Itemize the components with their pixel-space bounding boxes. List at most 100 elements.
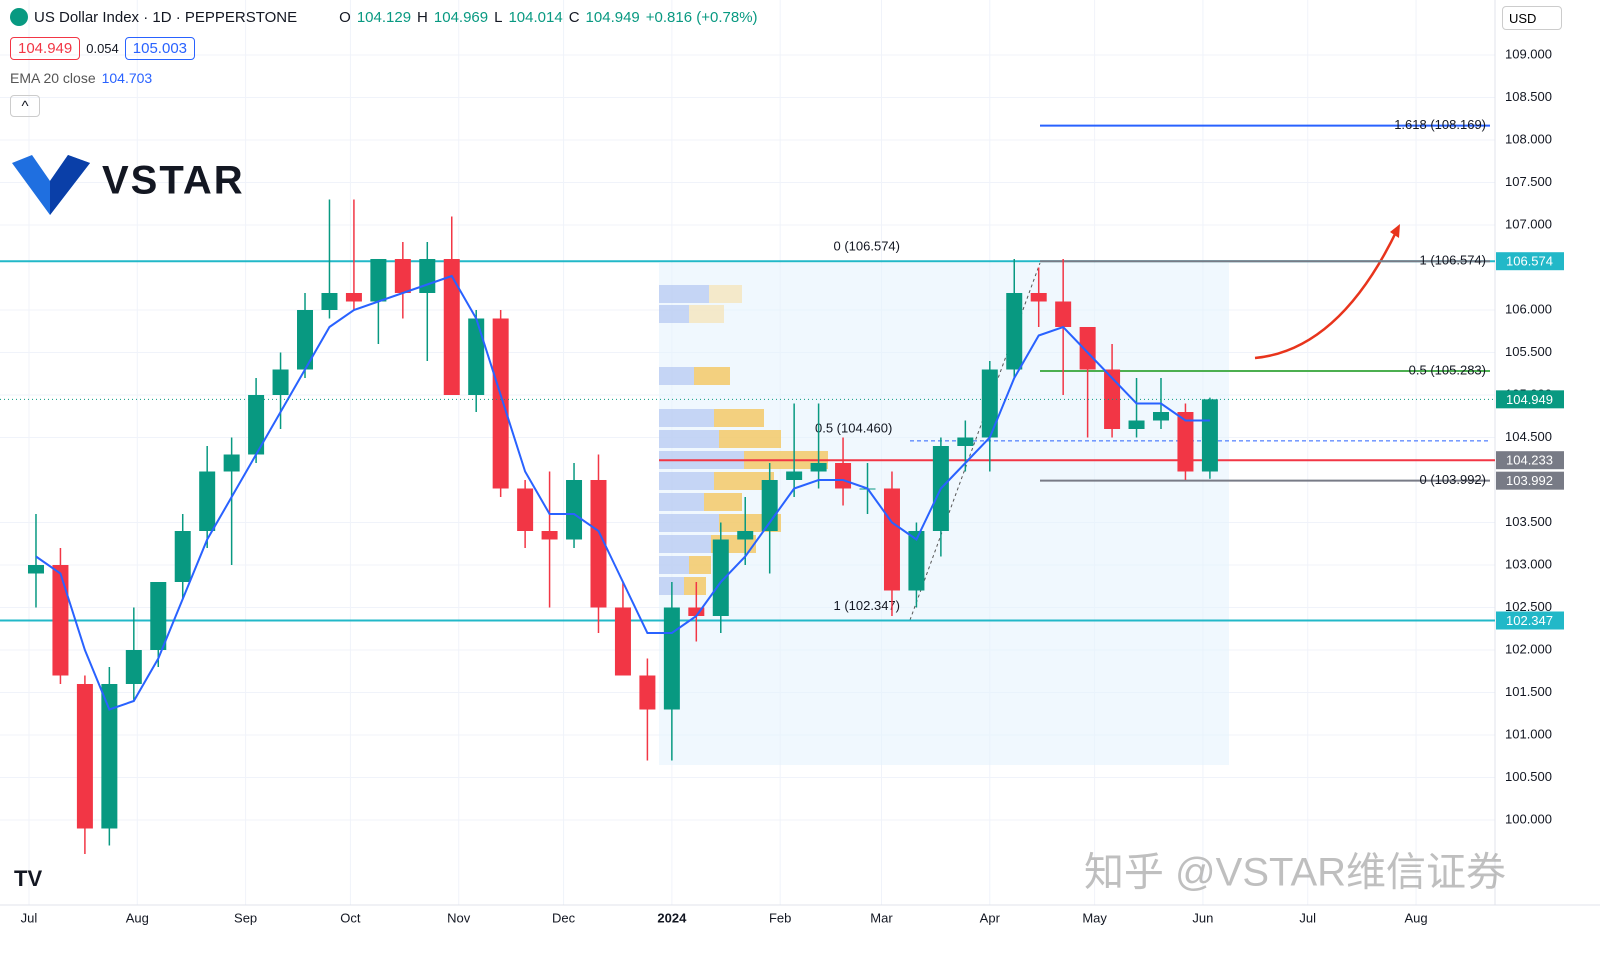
y-tick-label: 102.000 — [1505, 641, 1552, 656]
candle-body — [321, 292, 338, 310]
y-tick-label: 102.500 — [1505, 599, 1552, 614]
candle-body — [1128, 420, 1145, 429]
x-tick-label: Apr — [980, 910, 1001, 925]
price-tag — [1496, 611, 1564, 630]
logo-text: VSTAR — [102, 159, 245, 203]
high: 104.969 — [433, 8, 489, 26]
open: 104.129 — [356, 8, 412, 26]
fib-label: 1.618 (108.169) — [1394, 117, 1486, 132]
price-tag — [1496, 471, 1564, 490]
y-tick-label: 108.000 — [1505, 131, 1552, 146]
forecast-arrow — [1254, 227, 1400, 360]
watermark: 知乎 @VSTAR维信证券 — [1084, 851, 1506, 895]
y-tick-label: 108.500 — [1505, 89, 1552, 104]
y-tick-label: 101.500 — [1505, 684, 1552, 699]
y-tick-label: 104.500 — [1505, 429, 1552, 444]
ema-row: EMA 20 close 104.703 — [10, 70, 152, 86]
x-tick-label: Jun — [1192, 910, 1213, 925]
o-label: O — [339, 8, 351, 26]
candle-body — [590, 479, 607, 608]
y-tick-label: 100.000 — [1505, 811, 1552, 826]
candle-body — [810, 462, 827, 472]
price-tag-label: 106.574 — [1506, 254, 1553, 269]
candle-body — [517, 488, 534, 531]
candle-body — [150, 581, 167, 650]
candle-body — [76, 683, 93, 829]
bid[interactable]: 104.949 — [10, 37, 81, 60]
volume-profile — [659, 285, 828, 595]
price-tag-label: 102.347 — [1506, 613, 1553, 628]
candle-body — [614, 607, 631, 676]
spread: 0.054 — [86, 41, 119, 56]
c-label: C — [568, 8, 580, 26]
candle-body — [1006, 292, 1023, 370]
candle-body — [541, 530, 558, 540]
price-tag-label: 104.233 — [1506, 453, 1553, 468]
candle-body — [443, 258, 460, 395]
fib-label: 1 (106.574) — [1420, 253, 1487, 268]
h-label: H — [417, 8, 428, 26]
header: US Dollar Index · 1D · PEPPERSTONE O 104.… — [0, 0, 1490, 120]
candle-body — [370, 258, 387, 302]
candle-body — [297, 309, 314, 370]
candle-body — [199, 471, 216, 531]
y-tick-label: 103.000 — [1505, 556, 1552, 571]
y-tick-label: 103.500 — [1505, 514, 1552, 529]
x-tick-label: Jul — [21, 910, 38, 925]
candle-body — [1152, 411, 1169, 421]
collapse-button[interactable]: ^ — [10, 95, 40, 117]
x-tick-label: Mar — [870, 910, 893, 925]
tv-logo: TV — [14, 866, 42, 891]
candle-body — [248, 394, 265, 455]
candle-body — [1177, 411, 1194, 472]
currency-select[interactable]: USD — [1502, 6, 1562, 30]
x-tick-label: Feb — [769, 910, 791, 925]
y-tick-label: 107.000 — [1505, 216, 1552, 231]
y-tick-label: 107.500 — [1505, 174, 1552, 189]
low: 104.014 — [508, 8, 563, 26]
candle-body — [1030, 292, 1047, 302]
symbol-row: US Dollar Index · 1D · PEPPERSTONE O 104.… — [10, 8, 758, 26]
x-tick-label: 2024 — [657, 910, 687, 925]
candle-body — [663, 607, 680, 710]
candle-body — [688, 607, 705, 616]
candle-body — [908, 530, 925, 591]
fib-label: 0 (106.574) — [834, 239, 901, 254]
fib-label: 0.5 (105.283) — [1409, 362, 1486, 377]
candle-body — [737, 530, 754, 540]
quote-row: 104.949 0.054 105.003 — [10, 37, 196, 60]
candle-body — [52, 564, 69, 676]
y-tick-label: 100.500 — [1505, 769, 1552, 784]
x-tick-label: Dec — [552, 910, 576, 925]
x-tick-label: Oct — [340, 910, 361, 925]
candle-body — [1079, 326, 1096, 370]
candle-body — [223, 454, 240, 472]
candle-body — [883, 488, 900, 591]
candle-body — [125, 649, 142, 684]
vstar-logo: VSTAR — [12, 155, 245, 215]
candle-body — [639, 675, 656, 710]
y-tick-label: 109.000 — [1505, 46, 1552, 61]
change: +0.816 (+0.78%) — [645, 8, 758, 26]
candle-body — [1201, 399, 1218, 472]
candle-body — [566, 479, 583, 540]
fib-label: 0 (103.992) — [1420, 472, 1487, 487]
fib-label: 1 (102.347) — [834, 598, 901, 613]
price-tag — [1496, 451, 1564, 470]
close: 104.949 — [585, 8, 640, 26]
price-tag — [1496, 252, 1564, 271]
ema-line — [35, 274, 1210, 711]
y-tick-label: 106.000 — [1505, 301, 1552, 316]
ema-value: 104.703 — [101, 70, 153, 86]
price-tag-label: 103.992 — [1506, 473, 1553, 488]
candle-body — [272, 369, 289, 395]
candle-body — [394, 258, 411, 293]
arrow-head — [1390, 224, 1400, 238]
fib-label: 0.5 (104.460) — [815, 420, 892, 435]
symbol[interactable]: US Dollar Index · 1D · PEPPERSTONE — [34, 8, 298, 26]
x-tick-label: Jul — [1299, 910, 1316, 925]
candle-body — [981, 369, 998, 438]
ask[interactable]: 105.003 — [124, 37, 196, 60]
